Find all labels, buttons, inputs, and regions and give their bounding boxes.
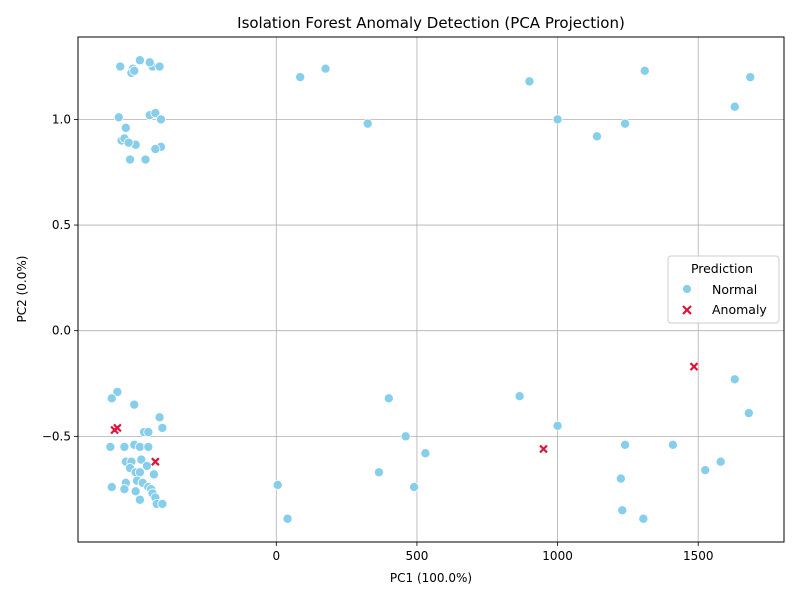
y-axis-label: PC2 (0.0%) <box>15 256 29 323</box>
normal-point <box>150 108 161 119</box>
normal-point <box>514 391 525 402</box>
normal-point <box>362 118 373 129</box>
y-tick-label: 0.0 <box>52 324 71 338</box>
x-axis-label: PC1 (100.0%) <box>390 571 472 585</box>
normal-point <box>282 513 293 524</box>
x-tick-label: 1500 <box>683 549 714 563</box>
normal-point <box>409 482 420 493</box>
y-tick-label: 1.0 <box>52 112 71 126</box>
normal-point <box>130 486 141 497</box>
normal-point <box>615 473 626 484</box>
axis-ticks: 0 500 1000 1500 −0.5 0.0 0.5 1.0 <box>42 112 714 563</box>
normal-point <box>148 469 159 480</box>
anomaly-point <box>151 457 160 466</box>
normal-point <box>157 422 168 433</box>
normal-point <box>524 76 535 87</box>
plot-points <box>105 55 756 524</box>
normal-point <box>125 154 136 165</box>
normal-point <box>591 131 602 142</box>
normal-point <box>743 408 754 419</box>
normal-point <box>272 479 283 490</box>
normal-point <box>157 498 168 509</box>
normal-point <box>729 374 740 385</box>
normal-point <box>140 154 151 165</box>
normal-point <box>134 467 145 478</box>
normal-point <box>143 427 154 438</box>
y-tick-label: −0.5 <box>42 429 71 443</box>
normal-point <box>383 393 394 404</box>
normal-point <box>129 399 140 410</box>
normal-point <box>143 441 154 452</box>
normal-point <box>552 420 563 431</box>
normal-point <box>106 393 117 404</box>
normal-point <box>119 484 130 495</box>
normal-point <box>620 439 631 450</box>
normal-point <box>113 112 124 123</box>
normal-point <box>123 137 134 148</box>
normal-point <box>552 114 563 125</box>
normal-point <box>129 65 140 76</box>
normal-point <box>134 441 145 452</box>
normal-point <box>729 101 740 112</box>
normal-point <box>134 494 145 505</box>
normal-point <box>154 412 165 423</box>
normal-point <box>320 63 331 74</box>
normal-point <box>420 448 431 459</box>
normal-point <box>745 72 756 83</box>
legend-title: Prediction <box>691 261 753 276</box>
normal-point <box>154 61 165 72</box>
normal-point <box>400 431 411 442</box>
normal-point <box>155 114 166 125</box>
normal-point <box>120 122 131 133</box>
chart-title: Isolation Forest Anomaly Detection (PCA … <box>237 14 625 32</box>
normal-point <box>638 513 649 524</box>
x-tick-label: 500 <box>405 549 428 563</box>
normal-point <box>295 72 306 83</box>
anomaly-point <box>689 362 699 371</box>
y-tick-label: 0.5 <box>52 218 71 232</box>
anomaly-point <box>539 444 548 454</box>
normal-point <box>115 61 126 72</box>
x-tick-label: 1000 <box>542 549 573 563</box>
normal-point <box>119 441 130 452</box>
legend-label-anomaly: Anomaly <box>712 302 767 317</box>
normal-point <box>617 505 628 516</box>
legend-marker-anomaly <box>682 305 692 315</box>
legend: Prediction Normal Anomaly <box>667 255 780 324</box>
normal-point <box>134 55 145 66</box>
legend-label-normal: Normal <box>712 282 757 297</box>
legend-box <box>667 255 780 324</box>
normal-point <box>667 439 678 450</box>
normal-point <box>620 118 631 129</box>
normal-point <box>106 482 117 493</box>
normal-point <box>639 65 650 76</box>
plot-frame <box>77 36 785 543</box>
normal-point <box>105 441 116 452</box>
normal-point <box>373 467 384 478</box>
anomaly-point <box>113 423 122 433</box>
normal-point <box>136 454 147 465</box>
normal-point <box>141 460 152 471</box>
normal-point <box>144 57 155 68</box>
normal-point <box>112 386 123 397</box>
normal-point <box>150 143 161 154</box>
normal-point <box>715 456 726 467</box>
normal-point <box>700 465 711 476</box>
x-tick-label: 0 <box>272 549 280 563</box>
legend-marker-normal <box>682 284 692 294</box>
